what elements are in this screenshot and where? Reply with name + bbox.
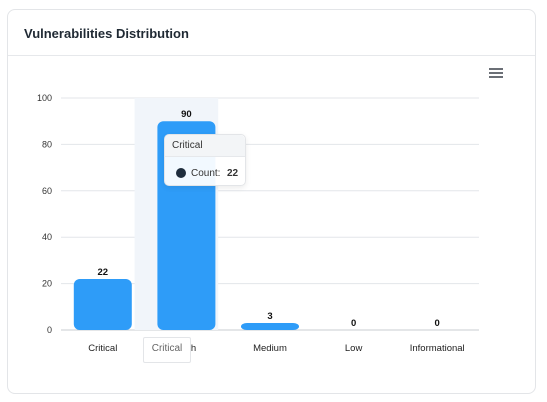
y-tick-label: 60 — [42, 186, 52, 196]
y-tick-label: 100 — [37, 93, 52, 103]
x-tick-label: Low — [345, 343, 363, 354]
y-tick-label: 80 — [42, 139, 52, 149]
tooltip-series-label: Count: — [191, 168, 221, 179]
hamburger-menu-icon[interactable] — [489, 68, 503, 80]
data-label: 0 — [435, 318, 440, 329]
chart-tooltip: Critical Count: 22 — [164, 134, 246, 186]
y-tick-label: 20 — [42, 279, 52, 289]
x-tick-label: Critical — [88, 343, 117, 354]
tooltip-title: Critical — [165, 135, 245, 157]
bar-critical[interactable] — [73, 278, 132, 330]
data-labels: 22 90 3 0 0 — [98, 109, 440, 329]
menu-line — [489, 72, 503, 74]
data-label: 3 — [267, 311, 272, 322]
x-axis-tooltip: Critical — [143, 337, 191, 363]
tooltip-value: 22 — [227, 168, 239, 179]
data-label: 0 — [351, 318, 356, 329]
x-tick-label: Informational — [410, 343, 465, 354]
x-tick-label: Medium — [253, 343, 287, 354]
y-tick-label: 0 — [47, 325, 52, 335]
grid-lines — [61, 97, 479, 331]
tooltip-series-marker — [176, 168, 186, 178]
data-label: 90 — [181, 109, 192, 120]
y-axis-ticks: 0 20 40 60 80 100 — [37, 93, 52, 335]
card-title: Vulnerabilities Distribution — [24, 26, 189, 41]
card-header: Vulnerabilities Distribution — [8, 10, 535, 56]
menu-line — [489, 76, 503, 78]
menu-line — [489, 68, 503, 70]
bar-medium[interactable] — [241, 323, 299, 330]
data-label: 22 — [98, 267, 109, 278]
y-tick-label: 40 — [42, 232, 52, 242]
